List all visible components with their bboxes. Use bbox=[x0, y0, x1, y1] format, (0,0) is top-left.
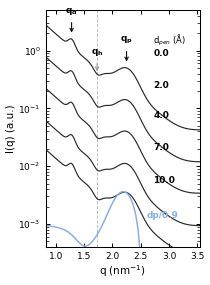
Text: $\mathbf{q_h}$: $\mathbf{q_h}$ bbox=[91, 47, 103, 70]
Text: 4.0: 4.0 bbox=[153, 111, 169, 120]
Text: d$_{pen}$ (Å): d$_{pen}$ (Å) bbox=[153, 33, 186, 48]
X-axis label: q (nm$^{-1}$): q (nm$^{-1}$) bbox=[100, 264, 146, 280]
Y-axis label: I(q) (a.u.): I(q) (a.u.) bbox=[5, 104, 16, 153]
Text: 0.0: 0.0 bbox=[153, 49, 169, 58]
Text: dp/0.9: dp/0.9 bbox=[146, 211, 178, 220]
Text: 7.0: 7.0 bbox=[153, 143, 169, 152]
Text: $\mathbf{q_p}$: $\mathbf{q_p}$ bbox=[120, 35, 133, 60]
Text: $\mathbf{q_d}$: $\mathbf{q_d}$ bbox=[65, 6, 78, 32]
Text: 2.0: 2.0 bbox=[153, 81, 169, 90]
Text: 10.0: 10.0 bbox=[153, 176, 175, 185]
